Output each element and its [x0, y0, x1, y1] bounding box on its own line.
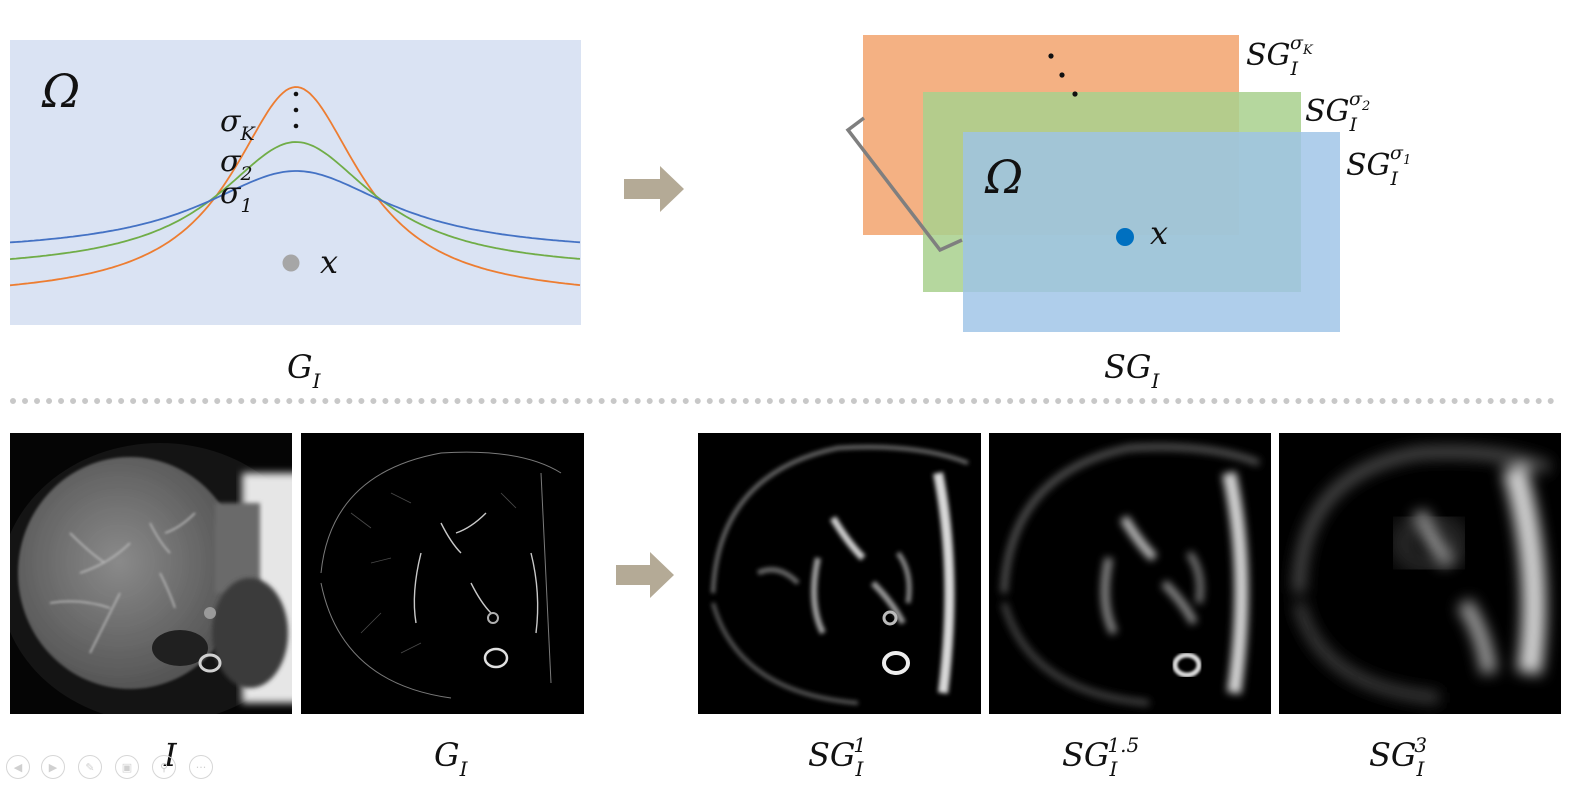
sigma-k-symbol: σ — [220, 104, 241, 139]
right-arrow-icon — [624, 166, 684, 212]
point-x-marker-blue — [1116, 228, 1134, 246]
ellipsis-dot — [293, 123, 299, 129]
caption-gi-bottom: GI — [434, 736, 467, 781]
caption-sg-1-5: SGI1.5 — [1062, 733, 1140, 781]
ellipsis-dot — [293, 91, 299, 97]
caption-sgi-top: SGI — [1104, 348, 1159, 393]
caption-sg-1: SGI1 — [808, 733, 867, 781]
point-x-label: x — [320, 243, 339, 281]
label-sg-1-sup: σ — [1390, 142, 1404, 164]
sigma-k-sub: K — [240, 123, 255, 145]
point-x-marker — [282, 254, 300, 272]
caption-sg-3-main: SG — [1369, 736, 1417, 774]
next-icon[interactable]: ▶ — [41, 755, 65, 779]
caption-gi-bottom-main: G — [434, 736, 460, 774]
sigma-2-sub: 2 — [240, 163, 253, 185]
bracket-shape — [845, 116, 963, 253]
more-icon[interactable]: ··· — [189, 755, 213, 779]
omega-label: Ω — [42, 64, 81, 118]
gaussian-scale-panel — [9, 40, 581, 325]
gaussian-background — [10, 40, 581, 325]
layer-sigma-1 — [963, 132, 1340, 332]
sigma-1-sub: 1 — [240, 195, 253, 217]
caption-gi-bottom-sub: I — [459, 757, 468, 781]
caption-sg-1-main: SG — [808, 736, 856, 774]
dotted-divider — [10, 398, 1555, 404]
image-sg-scale-1-5 — [989, 433, 1271, 714]
image-gradient-gi — [301, 433, 584, 714]
ellipsis-dot — [1072, 91, 1078, 97]
image-sg-scale-3 — [1279, 433, 1561, 714]
caption-sg-15-main: SG — [1062, 736, 1110, 774]
label-sg-k-main: SG — [1246, 38, 1291, 73]
label-sg-k-sub: I — [1290, 58, 1299, 80]
label-sg-2-sup: σ — [1349, 88, 1363, 110]
right-arrow-icon-bottom — [616, 552, 674, 598]
ellipsis-dot — [1048, 53, 1054, 59]
caption-gi-top: GI — [287, 348, 320, 393]
image-sg-scale-1 — [698, 433, 981, 714]
caption-sg-1-sub: I — [855, 757, 864, 781]
caption-sg-15-sup: 1.5 — [1107, 733, 1140, 757]
sigma-k-label: σK — [220, 104, 255, 145]
label-sg-sigma-k: SGIσK — [1246, 32, 1313, 80]
sigma-1-label: σ1 — [220, 176, 253, 217]
label-sg-sigma-1: SGIσ1 — [1346, 142, 1412, 190]
label-sg-k-sup: σ — [1290, 32, 1304, 54]
label-sg-1-supsub: 1 — [1403, 153, 1412, 168]
prev-icon[interactable]: ◀ — [6, 755, 30, 779]
scale-stack-diagram — [845, 35, 1340, 332]
point-x-label-stack: x — [1150, 214, 1169, 252]
curve-sigma-k — [9, 86, 581, 287]
sigma-1-symbol: σ — [220, 176, 241, 211]
caption-gi-main: G — [287, 348, 313, 386]
caption-sg-3-sup: 3 — [1414, 733, 1428, 757]
zoom-icon[interactable]: ⚲ — [152, 755, 176, 779]
pen-icon[interactable]: ✎ — [78, 755, 102, 779]
image-original-mri — [10, 433, 292, 714]
caption-gi-sub: I — [312, 369, 321, 393]
caption-sgi-main: SG — [1104, 348, 1152, 386]
label-sg-2-main: SG — [1305, 94, 1350, 129]
caption-sg-15-sub: I — [1109, 757, 1118, 781]
sigma-2-symbol: σ — [220, 144, 241, 179]
caption-sgi-sub: I — [1151, 369, 1160, 393]
label-sg-sigma-2: SGIσ2 — [1305, 88, 1371, 136]
caption-sg-3: SGI3 — [1369, 733, 1428, 781]
omega-label-stack: Ω — [985, 150, 1024, 204]
label-sg-1-main: SG — [1346, 148, 1391, 183]
label-sg-k-supsub: K — [1303, 43, 1313, 58]
ellipsis-dot — [293, 107, 299, 113]
caption-sg-1-sup: 1 — [853, 733, 867, 757]
screen-icon[interactable]: ▣ — [115, 755, 139, 779]
curve-sigma-1 — [9, 170, 581, 244]
label-sg-2-supsub: 2 — [1362, 99, 1371, 114]
label-sg-2-sub: I — [1349, 114, 1358, 136]
caption-sg-3-sub: I — [1416, 757, 1425, 781]
curve-sigma-2 — [9, 141, 581, 260]
sigma-2-label: σ2 — [220, 144, 253, 185]
gaussian-curves — [9, 40, 581, 325]
ellipsis-dot — [1059, 72, 1065, 78]
label-sg-1-sub: I — [1390, 168, 1399, 190]
